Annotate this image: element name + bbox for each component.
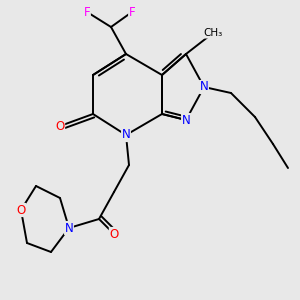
Text: N: N xyxy=(182,113,190,127)
Text: F: F xyxy=(84,5,90,19)
Text: CH₃: CH₃ xyxy=(203,28,223,38)
Text: N: N xyxy=(122,128,130,142)
Text: N: N xyxy=(200,80,208,94)
Text: F: F xyxy=(129,5,135,19)
Text: N: N xyxy=(64,221,74,235)
Text: O: O xyxy=(56,119,64,133)
Text: O: O xyxy=(110,227,118,241)
Text: O: O xyxy=(16,203,26,217)
